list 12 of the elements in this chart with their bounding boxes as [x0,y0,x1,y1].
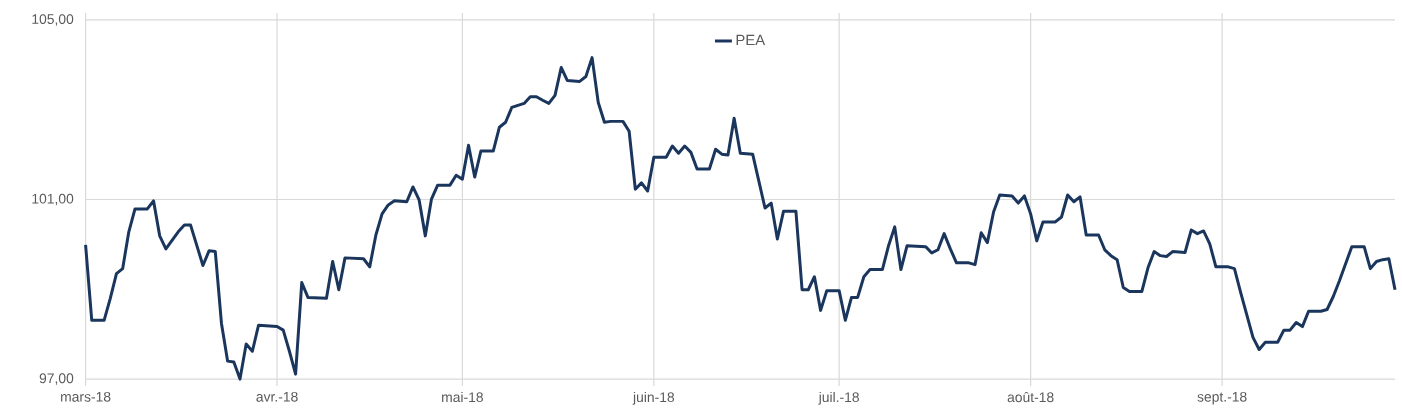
x-tick-label: sept.-18 [1197,391,1247,405]
line-series [84,56,1397,381]
y-tick-label: 105,00 [32,14,74,26]
x-tick-label: juil.-18 [818,391,859,405]
x-tick-label: avr.-18 [256,391,298,402]
y-tick-label: 101,00 [32,193,74,206]
y-tick-label: 97,00 [39,373,74,385]
x-tick-label: juin-18 [632,391,675,405]
x-tick-label: mars-18 [61,391,111,402]
x-tick-label: août-18 [1007,391,1054,403]
x-tick-label: mai-18 [442,391,483,403]
legend-label: PEA [736,34,766,46]
